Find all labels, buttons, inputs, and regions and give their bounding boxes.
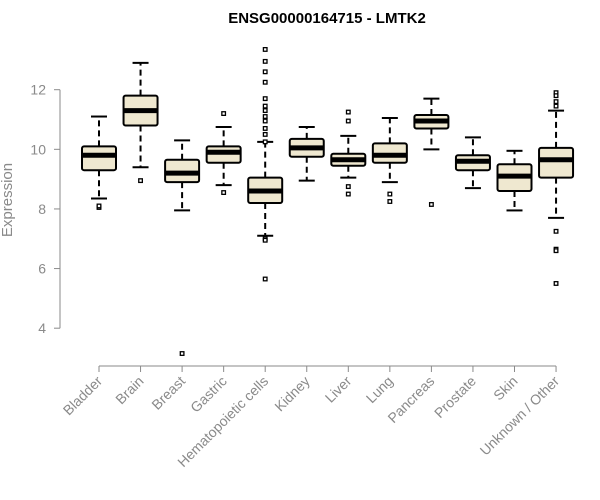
- outlier-point: [262, 103, 268, 109]
- outlier-point: [345, 191, 351, 197]
- box-prostate: [454, 136, 491, 190]
- outlier-point: [262, 237, 268, 243]
- outlier-point: [262, 108, 268, 114]
- plot-area: [81, 47, 575, 356]
- y-axis-label: Expression: [0, 163, 16, 237]
- outlier-point: [262, 96, 268, 102]
- outlier-point: [553, 281, 559, 286]
- box-brain: [122, 61, 159, 184]
- outlier-point: [262, 47, 268, 52]
- outlier-point: [345, 118, 351, 124]
- category-label: Kidney: [271, 373, 313, 415]
- outlier-point: [345, 109, 351, 115]
- y-axis: 4 6 8 10 12: [30, 82, 61, 336]
- outlier-point: [345, 184, 351, 190]
- outlier-point: [387, 199, 393, 204]
- iqr-box: [81, 145, 117, 172]
- y-tick-label: 12: [30, 82, 46, 98]
- iqr-box: [538, 146, 575, 179]
- outlier-point: [179, 351, 185, 356]
- outlier-point: [262, 69, 268, 75]
- outlier-point: [221, 111, 227, 116]
- box-kidney: [288, 125, 325, 182]
- y-tick-label: 8: [38, 201, 46, 217]
- outlier-point: [553, 93, 559, 99]
- box-gastric: [205, 111, 242, 195]
- outlier-point: [387, 191, 393, 197]
- outlier-point: [262, 276, 268, 282]
- box-bladder: [81, 115, 117, 210]
- box-pancreas: [413, 97, 450, 207]
- category-label: Brain: [112, 373, 146, 407]
- category-label: Liver: [322, 373, 355, 406]
- outlier-point: [138, 178, 143, 184]
- outlier-point: [262, 126, 268, 131]
- box-unknown-other: [538, 90, 575, 286]
- category-label: Unknown / Other: [477, 373, 563, 459]
- outlier-point: [96, 203, 102, 209]
- outlier-point: [553, 228, 559, 234]
- outlier-point: [262, 79, 268, 85]
- category-label: Skin: [490, 373, 521, 404]
- y-tick-label: 6: [38, 261, 46, 277]
- category-label: Prostate: [431, 373, 479, 421]
- box-breast: [164, 139, 201, 356]
- outlier-point: [262, 131, 268, 137]
- box-skin: [496, 149, 533, 212]
- category-label: Breast: [148, 373, 188, 413]
- outlier-point: [262, 118, 268, 124]
- box-hematopoietic-cells: [247, 47, 284, 282]
- outlier-point: [262, 139, 268, 145]
- outlier-point: [428, 202, 434, 207]
- outlier-point: [262, 58, 268, 64]
- box-liver: [330, 109, 367, 197]
- outlier-point: [221, 190, 227, 195]
- y-tick-label: 4: [38, 320, 46, 336]
- outlier-point: [553, 248, 559, 254]
- category-label: Bladder: [60, 373, 106, 419]
- y-tick-label: 10: [30, 141, 46, 157]
- outlier-point: [262, 114, 268, 119]
- box-lung: [371, 117, 408, 204]
- outlier-point: [553, 99, 559, 105]
- category-label: Lung: [363, 373, 396, 406]
- outlier-point: [553, 103, 559, 109]
- chart-title: ENSG00000164715 - LMTK2: [228, 10, 426, 27]
